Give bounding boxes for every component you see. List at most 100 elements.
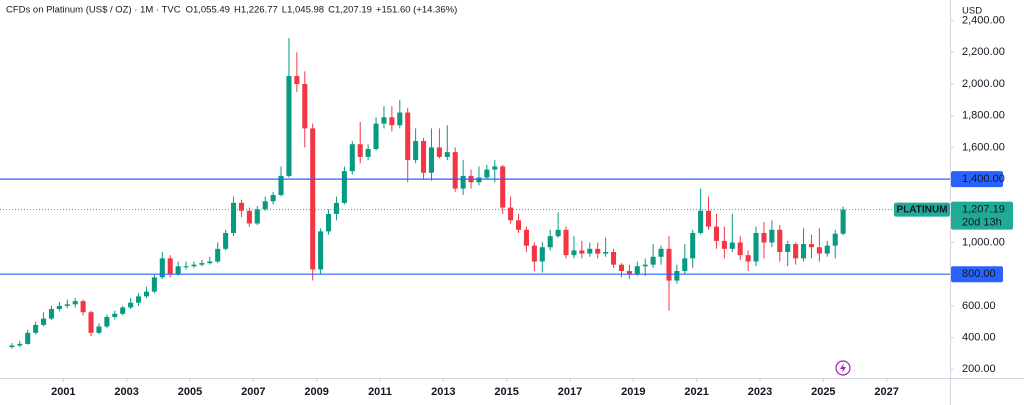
x-tick-label: 2013 <box>431 386 455 398</box>
candle-body <box>365 148 371 157</box>
candle-body <box>191 264 197 267</box>
ohlc-value: 1,055.49 <box>193 5 230 16</box>
ohlc-key: C <box>328 5 335 16</box>
candle-body <box>120 307 126 314</box>
candle-body <box>9 345 15 348</box>
candle-body <box>634 266 640 275</box>
hline-label-box <box>951 266 1003 283</box>
candle-body <box>571 250 577 256</box>
header: CFDs on Platinum (US$ / OZ) · 1M · TVC O… <box>6 5 457 16</box>
candle-body <box>611 252 617 265</box>
lightning-icon <box>835 360 851 376</box>
candle-body <box>547 236 553 248</box>
y-tick-label: 600.00 <box>962 300 996 312</box>
candle-body <box>56 305 62 310</box>
symbol-tag-box <box>894 202 950 217</box>
candle-body <box>318 231 324 270</box>
icon-bolt <box>840 363 846 373</box>
candle-body <box>745 255 751 262</box>
candle-body <box>824 245 830 254</box>
ohlc-value: 1,207.19 <box>335 5 372 16</box>
candle-body <box>816 247 822 254</box>
x-tick-label: 2001 <box>51 386 75 398</box>
candle-body <box>452 152 458 189</box>
candle-body <box>183 266 189 268</box>
candle-body <box>682 258 688 272</box>
candle-body <box>618 264 624 272</box>
candle-body <box>33 324 39 333</box>
candle-body <box>531 245 537 262</box>
candle-body <box>753 232 759 262</box>
candle-body <box>650 256 656 265</box>
candle-body <box>341 171 347 203</box>
x-tick-label: 2005 <box>178 386 202 398</box>
y-tick-label: 2,400.00 <box>962 15 1005 27</box>
candle-body <box>357 144 363 157</box>
candle-body <box>167 258 173 275</box>
candle-body <box>666 248 672 281</box>
candle-body <box>270 194 276 202</box>
candle-body <box>785 244 791 252</box>
candle-body <box>128 302 134 308</box>
y-tick-label: 400.00 <box>962 331 996 343</box>
candle-body <box>832 233 838 246</box>
hline-label-box <box>951 171 1003 188</box>
plot-area <box>0 38 950 349</box>
candle-body <box>25 332 31 344</box>
price-tag-countdown: 20d 13h <box>962 217 1002 229</box>
candle-body <box>48 309 54 319</box>
candle-body <box>761 232 767 243</box>
candle-body <box>579 250 585 254</box>
candle-body <box>151 277 157 292</box>
candle-body <box>769 229 775 243</box>
candle-body <box>286 76 292 176</box>
candle-body <box>476 177 482 183</box>
candle-body <box>436 147 442 157</box>
candle-body <box>492 166 498 170</box>
candle-body <box>428 147 434 173</box>
candle-body <box>159 258 165 278</box>
candle-body <box>484 169 490 178</box>
ohlc-value: 1,045.98 <box>287 5 324 16</box>
candle-body <box>808 244 814 248</box>
candle-body <box>231 202 237 233</box>
candle-body <box>96 326 102 333</box>
candle-body <box>381 117 387 124</box>
price-tag-value: 1,207.19 <box>962 204 1005 216</box>
candle-body <box>405 112 411 161</box>
chart-title: CFDs on Platinum (US$ / OZ) · 1M · TVC <box>6 5 181 16</box>
candle-body <box>729 242 735 249</box>
x-tick-label: 2011 <box>368 386 392 398</box>
candle-body <box>238 202 244 211</box>
candle-body <box>721 240 727 249</box>
candle-body <box>326 213 332 232</box>
candle-body <box>88 312 94 333</box>
candle-body <box>421 141 427 173</box>
x-tick-label: 2027 <box>874 386 898 398</box>
y-tick-label: 1,800.00 <box>962 110 1005 122</box>
icon-circle <box>835 360 851 376</box>
candle-body <box>413 141 419 161</box>
hline-label: 800.00 <box>962 268 996 280</box>
y-tick-label: 2,200.00 <box>962 46 1005 58</box>
candle-body <box>333 202 339 214</box>
y-tick-label: 1,000.00 <box>962 236 1005 248</box>
candle-body <box>199 263 205 265</box>
candle-body <box>555 229 561 237</box>
candle-body <box>500 166 506 208</box>
candle-body <box>539 247 545 262</box>
candle-body <box>389 117 395 126</box>
candle-body <box>175 266 181 275</box>
hline-label: 1,400.00 <box>962 173 1005 185</box>
candle-body <box>444 152 450 157</box>
candle-body <box>112 313 118 317</box>
candle-body <box>104 316 110 327</box>
price-tag-box <box>951 201 1013 230</box>
x-tick-label: 2009 <box>304 386 328 398</box>
candle-body <box>713 226 719 241</box>
x-tick-label: 2015 <box>494 386 518 398</box>
x-tick-label: 2007 <box>241 386 265 398</box>
candle-body <box>595 248 601 254</box>
currency-label: USD <box>962 6 982 17</box>
